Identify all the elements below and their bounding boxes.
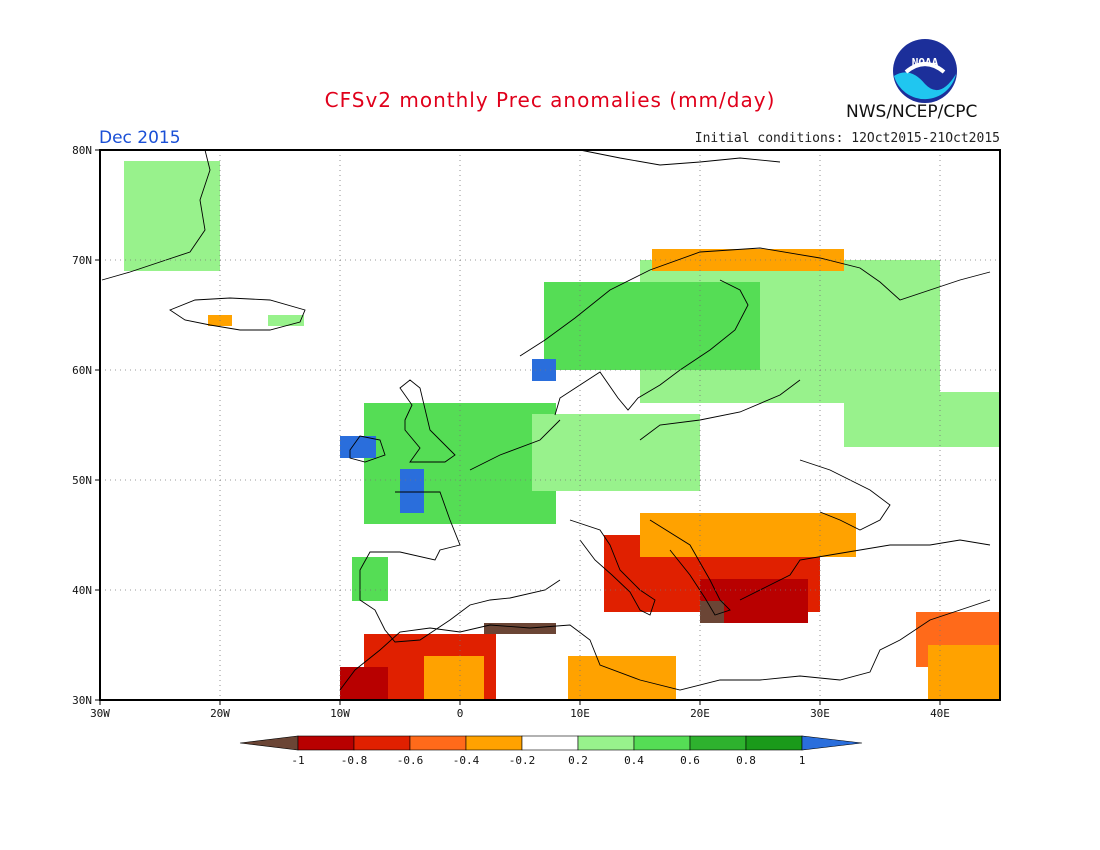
legend-label-7: 0.6: [680, 754, 700, 767]
lat-label-5: 30N: [72, 694, 92, 707]
lat-label-0: 80N: [72, 144, 92, 157]
anomaly-region-11: [400, 469, 424, 513]
noaa-logo-text: NOAA: [912, 56, 939, 69]
legend-arrow-low: [239, 735, 299, 751]
legend-label-6: 0.4: [624, 754, 644, 767]
chart-title: CFSv2 monthly Prec anomalies (mm/day): [324, 88, 776, 112]
legend-label-0: -1: [291, 754, 304, 767]
map-grid: [100, 150, 1000, 700]
legend-swatch-7: [633, 735, 691, 751]
anomaly-region-23: [568, 656, 676, 700]
lon-label-0: 30W: [90, 707, 110, 720]
lon-label-6: 30E: [810, 707, 830, 720]
anomaly-region-17: [700, 601, 724, 623]
lon-label-7: 40E: [930, 707, 950, 720]
legend-swatch-1: [297, 735, 355, 751]
anomaly-region-7: [844, 392, 1000, 447]
anomaly-region-4: [544, 282, 760, 370]
anomaly-region-15: [640, 513, 856, 557]
lon-label-4: 10E: [570, 707, 590, 720]
anomaly-region-8: [364, 403, 556, 524]
anomaly-region-1: [268, 315, 304, 326]
lat-label-2: 60N: [72, 364, 92, 377]
color-legend: -1 -0.8 -0.6 -0.4 -0.2 0.2 0.4 0.6 0.8 1: [239, 735, 863, 767]
initial-conditions: Initial conditions: 12Oct2015-21Oct2015: [694, 131, 1000, 146]
anomaly-region-22: [484, 623, 556, 634]
legend-swatch-9: [745, 735, 803, 751]
legend-label-4: -0.2: [509, 754, 536, 767]
legend-label-8: 0.8: [736, 754, 756, 767]
latitude-labels: 80N 70N 60N 50N 40N 30N: [72, 144, 100, 707]
forecast-month: Dec 2015: [99, 128, 181, 148]
legend-label-1: -0.8: [341, 754, 368, 767]
lat-label-3: 50N: [72, 474, 92, 487]
anomaly-region-0: [124, 161, 220, 271]
noaa-logo-icon: NOAA: [893, 39, 957, 103]
anomaly-region-24: [424, 656, 484, 700]
anomaly-region-13: [352, 557, 388, 601]
lon-label-3: 0: [457, 707, 464, 720]
map-frame: [99, 149, 1001, 701]
legend-swatch-5: [521, 735, 579, 751]
legend-label-9: 1: [799, 754, 806, 767]
anomaly-region-9: [532, 414, 700, 491]
longitude-labels: 30W 20W 10W 0 10E 20E 30E 40E: [90, 700, 950, 720]
legend-swatch-3: [409, 735, 467, 751]
legend-label-5: 0.2: [568, 754, 588, 767]
lat-label-4: 40N: [72, 584, 92, 597]
agency-label: NWS/NCEP/CPC: [846, 102, 978, 122]
anomaly-cells: [124, 161, 1000, 700]
lon-label-5: 20E: [690, 707, 710, 720]
coastlines: [101, 149, 991, 691]
lon-label-1: 20W: [210, 707, 230, 720]
anomaly-region-5: [532, 359, 556, 381]
legend-swatch-4: [465, 735, 523, 751]
legend-arrow-high: [801, 735, 863, 751]
anomaly-region-10: [340, 436, 376, 458]
legend-swatch-2: [353, 735, 411, 751]
lon-label-2: 10W: [330, 707, 350, 720]
anomaly-region-19: [928, 645, 1000, 700]
legend-swatch-6: [577, 735, 635, 751]
legend-swatch-8: [689, 735, 747, 751]
legend-label-3: -0.4: [453, 754, 480, 767]
legend-label-2: -0.6: [397, 754, 424, 767]
lat-label-1: 70N: [72, 254, 92, 267]
anomaly-region-21: [340, 667, 388, 700]
